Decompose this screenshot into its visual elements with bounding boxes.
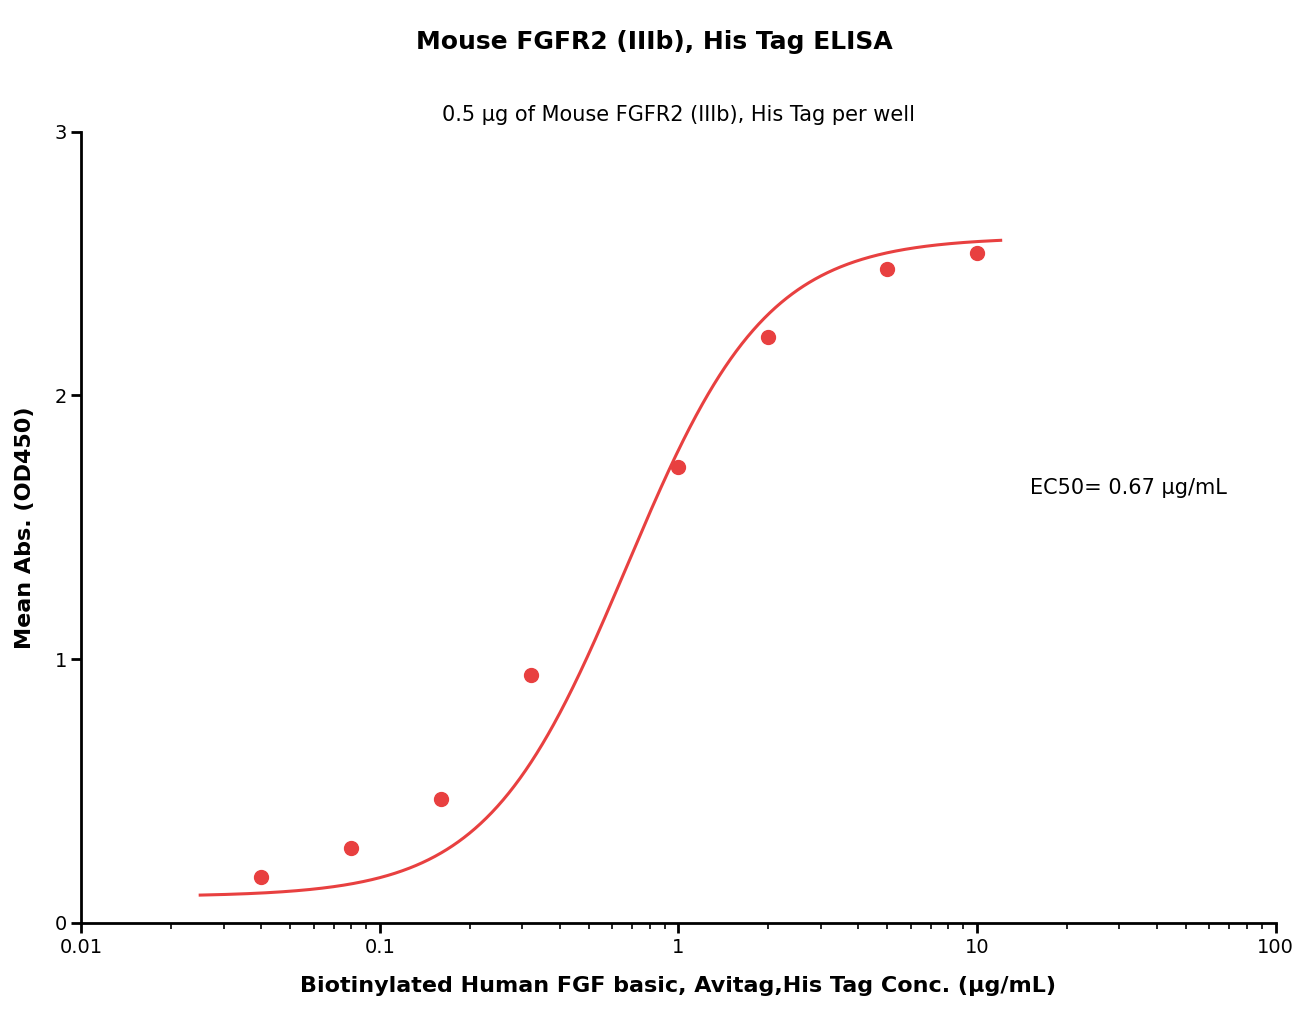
Point	[966, 245, 987, 261]
Text: EC50= 0.67 μg/mL: EC50= 0.67 μg/mL	[1030, 478, 1227, 497]
Point	[431, 791, 452, 807]
Y-axis label: Mean Abs. (OD450): Mean Abs. (OD450)	[14, 406, 35, 649]
Text: Mouse FGFR2 (IIIb), His Tag ELISA: Mouse FGFR2 (IIIb), His Tag ELISA	[416, 30, 893, 55]
Point	[250, 868, 271, 885]
Point	[340, 840, 361, 856]
Point	[668, 459, 689, 475]
X-axis label: Biotinylated Human FGF basic, Avitag,His Tag Conc. (μg/mL): Biotinylated Human FGF basic, Avitag,His…	[301, 976, 1056, 996]
Point	[758, 330, 779, 346]
Point	[520, 667, 541, 683]
Point	[877, 261, 898, 277]
Title: 0.5 μg of Mouse FGFR2 (IIIb), His Tag per well: 0.5 μg of Mouse FGFR2 (IIIb), His Tag pe…	[442, 104, 915, 124]
